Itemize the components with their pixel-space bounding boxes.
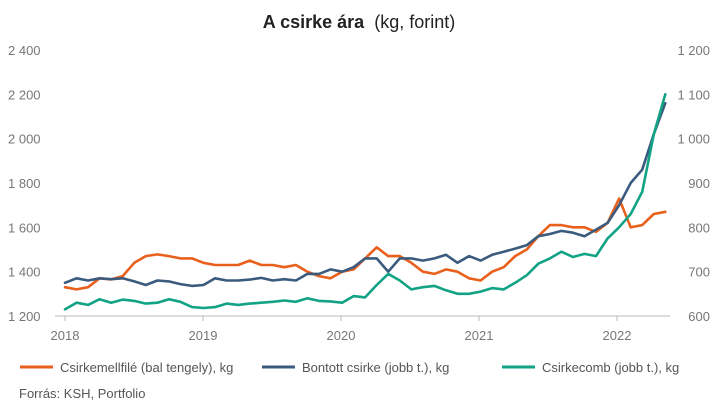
left-tick-label: 1 200 <box>8 309 41 324</box>
right-tick-label: 1 100 <box>677 87 710 102</box>
left-tick-label: 1 600 <box>8 220 41 235</box>
right-tick-label: 1 200 <box>677 43 710 58</box>
right-tick-label: 900 <box>688 176 710 191</box>
series-lines <box>63 93 667 311</box>
title-subtitle: (kg, forint) <box>374 12 455 32</box>
right-tick-label: 800 <box>688 220 710 235</box>
right-tick-label: 700 <box>688 265 710 280</box>
series-line-2 <box>63 101 667 288</box>
right-tick-label: 1 000 <box>677 132 710 147</box>
left-tick-label: 2 200 <box>8 87 41 102</box>
series-line-3 <box>63 93 667 311</box>
left-axis: 1 200 1 400 1 600 1 800 2 000 2 200 2 400 <box>8 43 41 324</box>
x-tick-label: 2018 <box>51 328 80 343</box>
source-note: Forrás: KSH, Portfolio <box>19 386 146 401</box>
series-line-1 <box>63 197 667 291</box>
title-bold: A csirke ára <box>263 12 365 32</box>
x-tick-label: 2021 <box>465 328 494 343</box>
x-axis: 2018 2019 2020 2021 2022 <box>51 316 632 343</box>
chart-title: A csirke ára (kg, forint) <box>263 12 455 32</box>
legend: Csirkemellfilé (bal tengely), kg Bontott … <box>20 360 679 375</box>
x-tick-label: 2020 <box>327 328 356 343</box>
left-tick-label: 1 800 <box>8 176 41 191</box>
right-tick-label: 600 <box>688 309 710 324</box>
legend-label: Csirkemellfilé (bal tengely), kg <box>60 360 233 375</box>
x-tick-label: 2019 <box>189 328 218 343</box>
legend-label: Bontott csirke (jobb t.), kg <box>302 360 449 375</box>
left-tick-label: 2 000 <box>8 132 41 147</box>
legend-label: Csirkecomb (jobb t.), kg <box>542 360 679 375</box>
right-axis: 600 700 800 900 1 000 1 100 1 200 <box>677 43 710 324</box>
x-tick-label: 2022 <box>603 328 632 343</box>
left-tick-label: 1 400 <box>8 265 41 280</box>
left-tick-label: 2 400 <box>8 43 41 58</box>
